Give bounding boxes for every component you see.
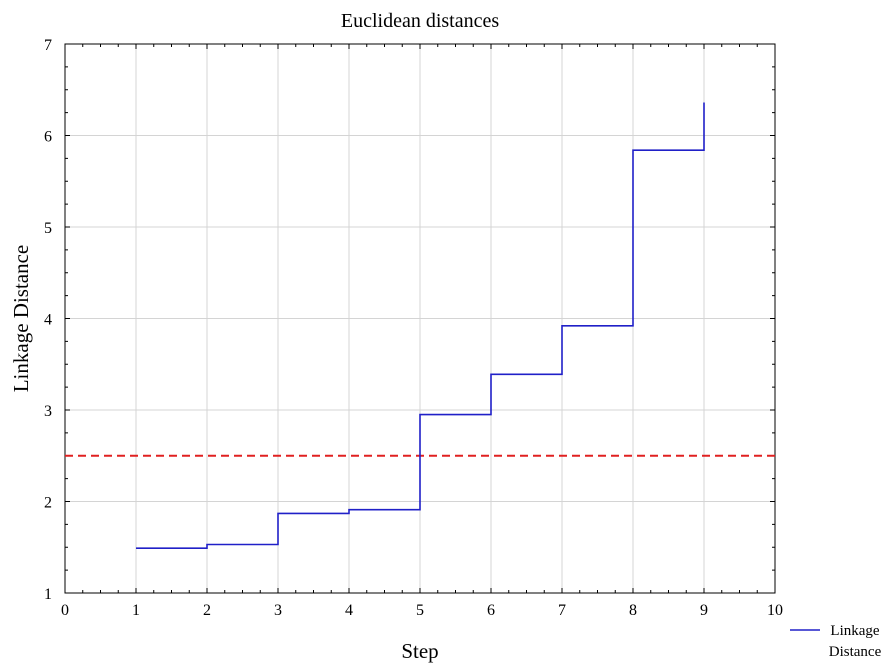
legend: Linkage Distance bbox=[790, 623, 882, 660]
x-axis-label: Step bbox=[401, 639, 438, 663]
x-tick-label: 3 bbox=[274, 602, 282, 619]
x-tick-label: 2 bbox=[203, 602, 211, 619]
x-tick-label: 5 bbox=[416, 602, 424, 619]
legend-label-line2: Distance bbox=[829, 644, 882, 660]
x-tick-label: 4 bbox=[345, 602, 353, 619]
grid-lines bbox=[65, 44, 775, 593]
y-axis-label: Linkage Distance bbox=[9, 245, 33, 393]
linkage-distance-series-line bbox=[136, 102, 705, 549]
x-tick-label: 1 bbox=[132, 602, 140, 619]
y-tick-label: 7 bbox=[44, 37, 52, 54]
y-tick-label: 3 bbox=[44, 403, 52, 420]
chart-title: Euclidean distances bbox=[341, 10, 499, 32]
x-tick-label: 8 bbox=[629, 602, 637, 619]
y-tick-label: 2 bbox=[44, 495, 52, 512]
y-tick-label: 5 bbox=[44, 220, 52, 237]
y-tick-label: 4 bbox=[44, 312, 52, 329]
y-tick-label: 1 bbox=[44, 586, 52, 603]
y-tick-label: 6 bbox=[44, 129, 52, 146]
x-tick-label: 7 bbox=[558, 602, 566, 619]
x-tick-label: 0 bbox=[61, 602, 69, 619]
x-tick-label: 10 bbox=[767, 602, 783, 619]
legend-label-line1: Linkage bbox=[830, 623, 879, 639]
x-tick-label: 6 bbox=[487, 602, 495, 619]
x-tick-label: 9 bbox=[700, 602, 708, 619]
